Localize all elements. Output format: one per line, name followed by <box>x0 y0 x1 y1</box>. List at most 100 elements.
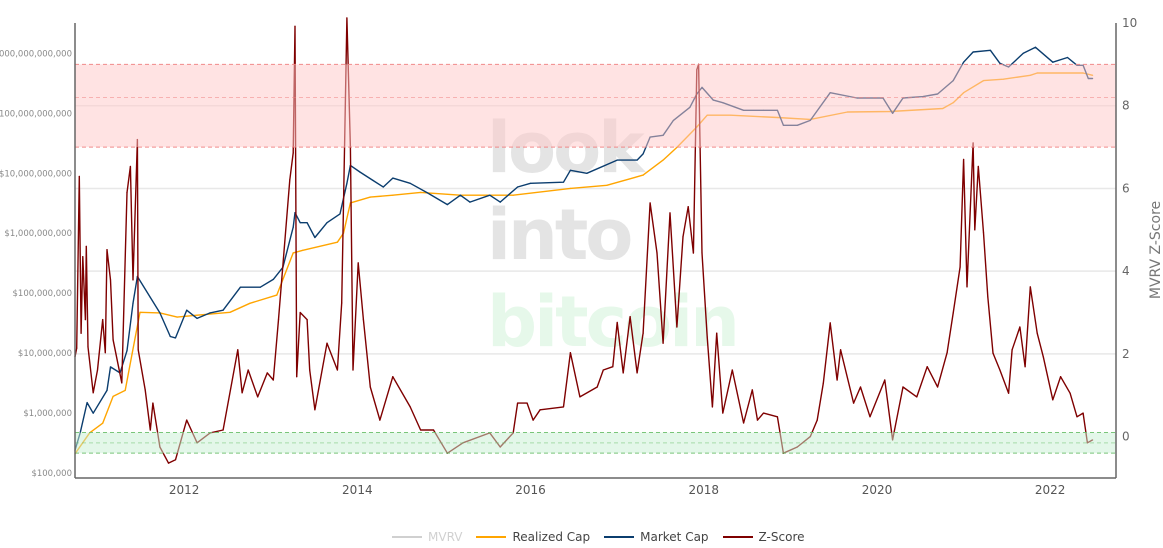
data-point <box>731 369 733 371</box>
data-point <box>692 252 694 254</box>
data-point <box>962 158 965 161</box>
data-point <box>562 406 565 408</box>
data-point <box>124 389 126 391</box>
data-point <box>78 175 80 178</box>
data-point <box>916 396 918 398</box>
data-point <box>247 369 249 371</box>
data-point <box>369 386 371 388</box>
axes: 0 2 4 6 8 10 $100,000 $1,000,000 $10,000,000 $100… <box>0 16 1137 497</box>
zones <box>75 63 1116 454</box>
data-point <box>682 236 684 238</box>
zone-overvalued <box>75 63 1116 148</box>
data-point <box>336 369 339 371</box>
data-point <box>902 386 904 388</box>
data-point <box>629 316 631 318</box>
data-point <box>392 376 394 378</box>
data-point <box>174 459 177 461</box>
data-point <box>822 382 824 384</box>
data-point <box>106 389 108 391</box>
legend-item-z-score[interactable]: Z-Score <box>722 530 805 544</box>
data-point <box>562 181 565 183</box>
data-point <box>277 318 280 321</box>
data-point <box>884 379 886 381</box>
data-point <box>272 379 274 381</box>
data-point <box>266 372 268 374</box>
y-right-tick-label: 2 <box>1122 347 1130 361</box>
data-point <box>346 182 348 184</box>
data-point <box>446 204 449 206</box>
legend-item-mvrv[interactable]: MVRV <box>392 530 462 544</box>
legend-swatch <box>722 536 753 538</box>
y-left-tick-label: $1,000,000,000 <box>4 229 72 239</box>
data-point <box>532 419 534 421</box>
zone-band <box>75 64 1116 148</box>
y-right-tick-label: 6 <box>1122 181 1130 195</box>
data-point <box>1042 356 1044 358</box>
data-point <box>276 294 278 296</box>
data-point <box>959 266 961 268</box>
data-point <box>529 182 532 184</box>
data-point <box>756 419 759 421</box>
data-point <box>186 419 188 421</box>
data-point <box>326 342 328 344</box>
legend-label: Realized Cap <box>512 530 591 544</box>
data-point <box>977 165 979 168</box>
y-left-tick-label: $100,000 <box>31 469 72 479</box>
data-point <box>622 372 624 374</box>
legend-item-realized-cap[interactable]: Realized Cap <box>476 530 590 544</box>
data-point <box>126 191 128 194</box>
data-point <box>1034 46 1037 48</box>
data-point <box>272 278 274 280</box>
data-point <box>711 406 714 408</box>
data-point <box>569 187 571 189</box>
x-tick-label: 2020 <box>862 483 893 497</box>
data-point <box>687 206 689 208</box>
data-point <box>669 212 671 214</box>
data-point <box>526 402 528 404</box>
data-point <box>314 236 316 239</box>
data-point <box>132 279 134 281</box>
data-point <box>869 416 871 418</box>
legend-swatch <box>604 536 635 538</box>
data-point <box>306 222 308 224</box>
data-point <box>339 213 341 215</box>
data-point <box>499 201 501 203</box>
legend-item-market-cap[interactable]: Market Cap <box>604 530 709 544</box>
data-point <box>92 412 94 414</box>
data-point <box>1036 332 1038 334</box>
legend-swatch <box>392 536 422 538</box>
data-point <box>1052 61 1054 63</box>
data-point <box>1024 366 1026 368</box>
data-point <box>586 172 588 174</box>
data-point <box>196 317 198 320</box>
data-point <box>104 352 106 354</box>
legend-swatch <box>476 536 507 538</box>
y-left-tick-label: $10,000,000,000 <box>0 169 72 179</box>
data-point <box>296 376 298 378</box>
data-point <box>409 182 411 184</box>
data-point <box>662 159 664 161</box>
data-point <box>569 169 571 171</box>
y-right-tick-label: 4 <box>1122 264 1130 278</box>
x-tick-label: 2016 <box>515 483 546 497</box>
data-point <box>952 312 954 314</box>
y-left-tick-label: $100,000,000 <box>13 289 72 299</box>
data-point <box>121 382 123 384</box>
data-point <box>379 419 381 421</box>
legend-label: MVRV <box>428 530 463 544</box>
data-point <box>1076 416 1078 418</box>
data-point <box>239 286 242 288</box>
watermark-into: into <box>487 194 631 276</box>
data-point <box>649 202 651 204</box>
data-point <box>972 51 974 53</box>
data-point <box>229 311 231 313</box>
data-point <box>126 350 128 352</box>
data-point <box>516 402 519 404</box>
data-point <box>372 179 374 182</box>
legend-label: Z-Score <box>758 530 805 544</box>
data-point <box>426 192 429 194</box>
data-point <box>987 296 989 298</box>
data-point <box>616 321 618 324</box>
data-point <box>722 412 724 414</box>
data-point <box>539 409 541 411</box>
